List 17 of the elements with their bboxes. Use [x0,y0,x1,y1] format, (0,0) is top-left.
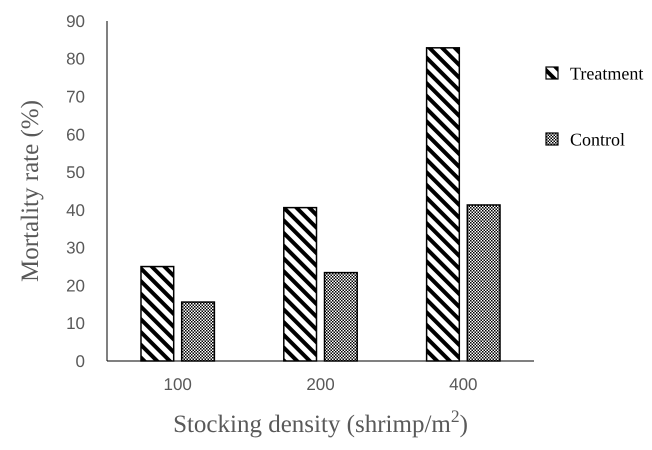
x-tick-label: 100 [164,375,192,394]
y-tick-label: 80 [66,50,85,69]
y-tick-label: 30 [66,238,85,258]
y-tick-label: 0 [76,352,85,371]
y-tick-label: 70 [66,88,85,107]
y-tick-label: 50 [66,163,85,182]
y-tick-label: 90 [66,12,85,31]
x-tick-label: 200 [306,375,335,394]
y-tick-label: 10 [66,314,85,334]
x-tick-label: 400 [449,375,478,394]
y-tick-label: 40 [66,200,85,220]
legend-label: Treatment [570,63,644,84]
legend-label: Control [570,129,626,150]
y-tick-label: 60 [66,125,85,144]
x-axis-title: Stocking density (shrimp/m$^{2}$) [173,406,468,438]
y-tick-label: 20 [66,276,85,296]
y-axis-title: Mortality rate (%) [17,100,44,282]
